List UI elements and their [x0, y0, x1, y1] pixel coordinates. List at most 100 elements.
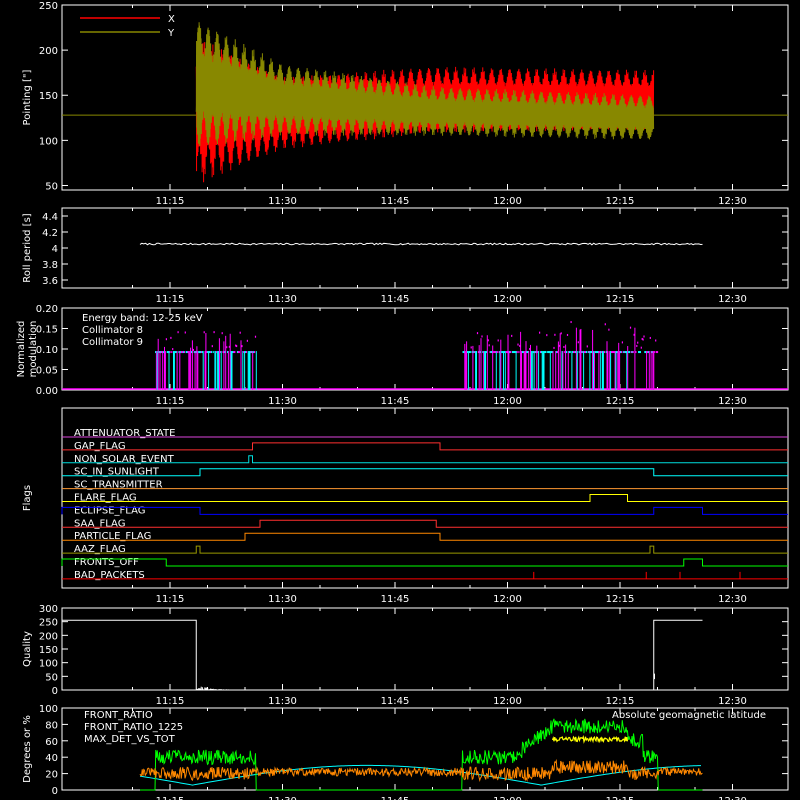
modulation-bar — [501, 351, 503, 354]
modulation-bar — [644, 351, 646, 354]
modulation-bar — [647, 351, 650, 354]
modulation-bar — [189, 351, 191, 390]
modulation-bar — [242, 351, 244, 390]
modulation-bar — [468, 351, 470, 354]
panel-1-xtick-label: 11:30 — [268, 294, 297, 305]
modulation-bar — [484, 351, 486, 390]
modulation-bar — [247, 351, 249, 390]
modulation-bar — [198, 351, 200, 354]
modulation-bar — [222, 351, 224, 354]
modulation-bar — [245, 351, 248, 354]
modulation-bar — [635, 351, 637, 354]
modulation-bar — [479, 351, 481, 354]
modulation-bar — [173, 351, 174, 390]
panel-1-frame — [61, 207, 789, 289]
panel-2-ytick-label: 0.20 — [36, 304, 58, 315]
modulation-bar — [557, 341, 559, 390]
panel-5-xtick-label: 11:30 — [268, 796, 297, 800]
modulation-bar — [624, 351, 626, 354]
modulation-bar — [200, 351, 203, 354]
panel-5-ytick-label: 60 — [45, 737, 58, 748]
modulation-bar — [254, 335, 257, 338]
modulation-bar — [522, 351, 524, 354]
modulation-bar — [629, 326, 632, 329]
modulation-bar — [474, 351, 476, 354]
modulation-bar — [514, 351, 516, 354]
modulation-bar — [618, 342, 620, 390]
modulation-bar — [490, 351, 492, 354]
flag-eclipse-flag-trace — [61, 506, 788, 515]
modulation-bar — [499, 351, 501, 390]
modulation-bar — [175, 351, 177, 354]
modulation-bar — [166, 351, 168, 354]
modulation-bar — [211, 345, 213, 348]
modulation-bar — [545, 351, 547, 354]
modulation-bar — [628, 351, 630, 354]
modulation-bar — [502, 351, 504, 354]
modulation-bar — [609, 351, 611, 390]
modulation-bar — [597, 351, 599, 354]
modulation-bar — [530, 344, 531, 390]
modulation-bar — [497, 339, 499, 342]
panel-0-ytick-label: 50 — [45, 181, 58, 192]
modulation-bar — [244, 351, 246, 390]
quality-line-1 — [653, 619, 703, 690]
flag-sc-in-sunlight-trace — [62, 468, 788, 477]
modulation-bar — [500, 339, 502, 390]
modulation-bar — [589, 351, 591, 390]
modulation-bar — [485, 351, 488, 354]
modulation-bar — [513, 351, 515, 354]
modulation-bar — [204, 351, 206, 390]
modulation-bar — [510, 351, 512, 354]
panel-1-xtick-label: 12:00 — [493, 294, 522, 305]
modulation-bar — [210, 351, 212, 354]
panel-5-ytick-label: 20 — [45, 770, 58, 781]
modulation-bar — [218, 351, 219, 390]
legend-front-ratio-1225: FRONT_RATIO_1225 — [84, 722, 183, 733]
modulation-bar — [637, 341, 639, 344]
panel-4-ytick-label: 50 — [45, 672, 58, 683]
modulation-bar — [566, 333, 569, 336]
modulation-bar — [575, 327, 577, 390]
modulation-bar — [518, 351, 520, 354]
modulation-bar — [548, 351, 551, 354]
modulation-bar — [653, 351, 655, 390]
modulation-bar — [155, 351, 157, 390]
legend-max-det-vs-tot: MAX_DET_VS_TOT — [84, 734, 176, 745]
modulation-bar — [602, 351, 604, 390]
modulation-bar — [550, 351, 552, 354]
modulation-bar — [656, 351, 658, 354]
modulation-bar — [485, 351, 486, 390]
modulation-bar — [542, 351, 544, 390]
panel-0-xtick-label: 12:00 — [493, 196, 522, 207]
modulation-bar — [651, 351, 653, 354]
modulation-bar — [246, 339, 248, 342]
modulation-bar — [598, 351, 600, 390]
modulation-bar — [602, 351, 603, 390]
panel-0-ytick-label: 100 — [39, 136, 58, 147]
modulation-bar — [573, 351, 575, 354]
modulation-bar — [640, 346, 642, 349]
modulation-bar — [170, 336, 172, 339]
modulation-bar — [525, 341, 527, 390]
modulation-bar — [228, 345, 230, 348]
modulation-bar — [521, 351, 524, 354]
max-det-vs-tot-line — [139, 758, 703, 782]
panel-0-xtick-label: 12:30 — [718, 196, 747, 207]
modulation-bar — [480, 338, 482, 390]
modulation-bar — [615, 351, 617, 390]
modulation-bar — [594, 351, 596, 354]
modulation-bar — [182, 351, 184, 354]
modulation-bar — [585, 351, 587, 354]
panel-1-xtick-label: 12:30 — [718, 294, 747, 305]
modulation-bar — [579, 329, 581, 390]
modulation-bar — [207, 351, 209, 354]
modulation-bar — [169, 351, 171, 354]
panel-5-ylabel: Degrees or % — [22, 715, 33, 783]
modulation-bar — [504, 351, 506, 390]
front-ratio-line — [551, 734, 629, 744]
modulation-bar — [560, 332, 562, 335]
flag-gap-flag-label: GAP_FLAG — [74, 441, 126, 452]
panel-5-xtick-label: 11:15 — [156, 796, 185, 800]
panel-0-ytick-label: 250 — [39, 1, 58, 12]
